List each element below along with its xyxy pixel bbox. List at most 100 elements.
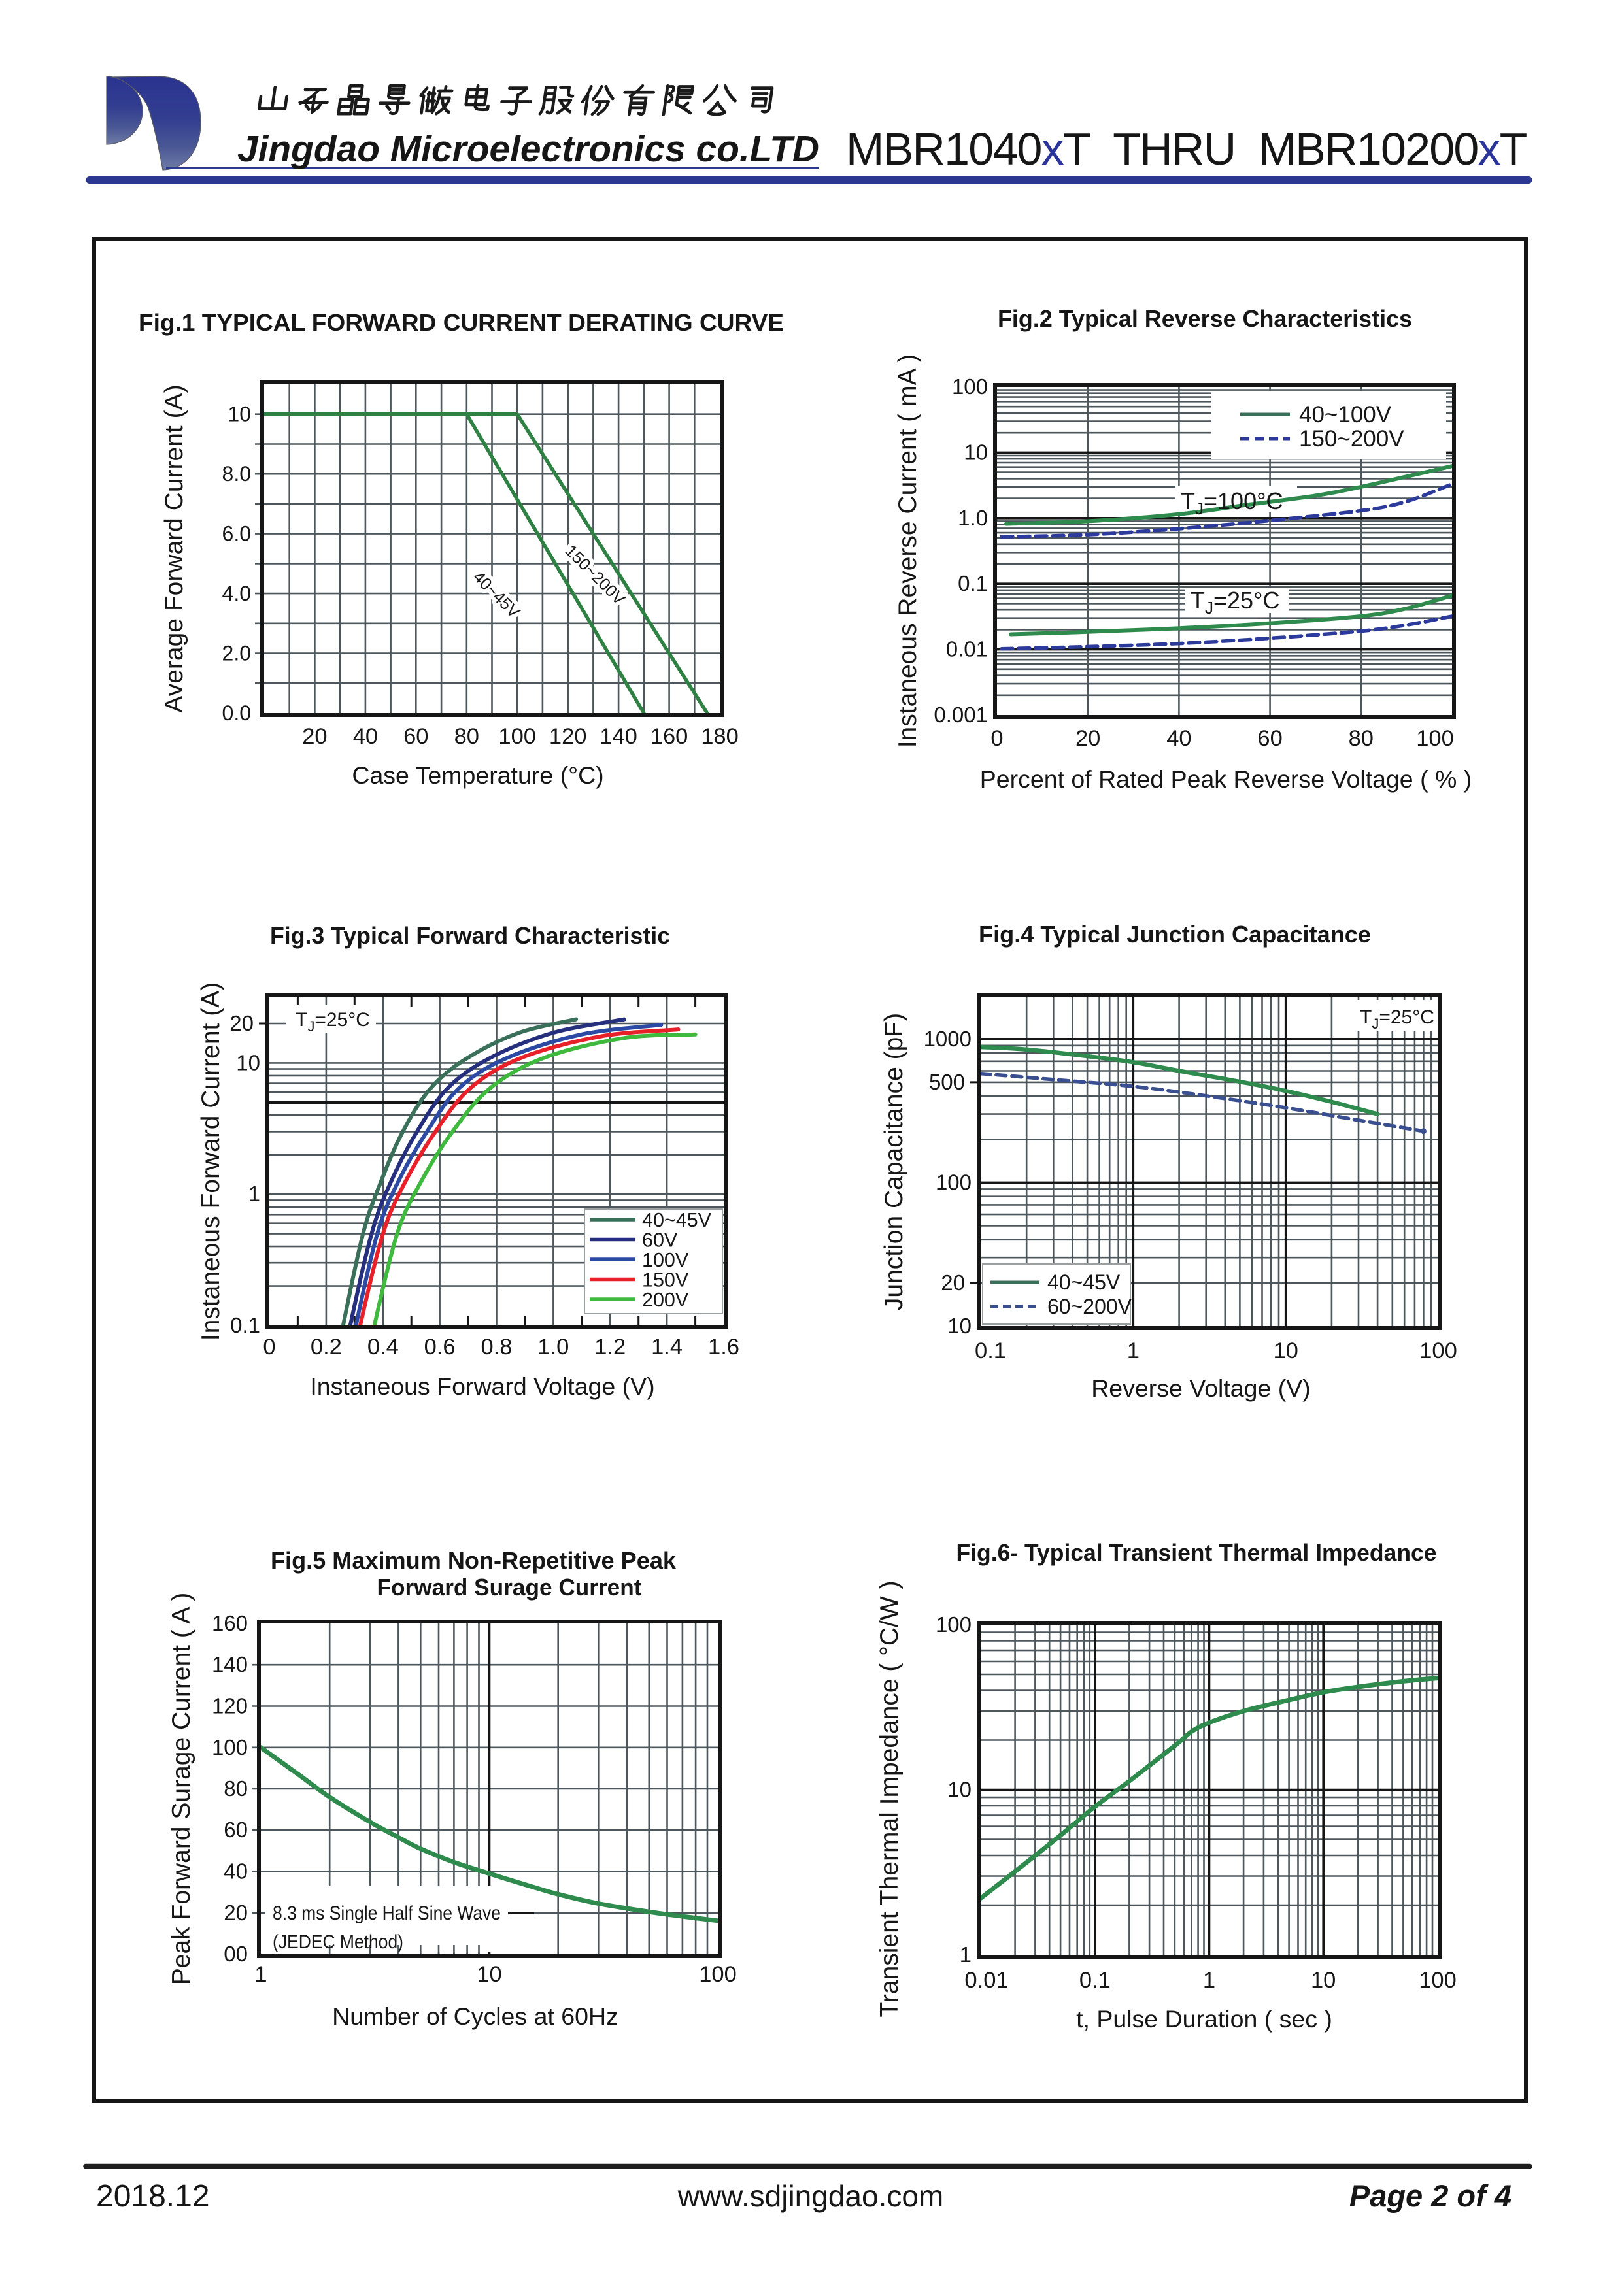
svg-text:100: 100	[212, 1735, 248, 1759]
svg-text:0.1: 0.1	[975, 1339, 1006, 1363]
svg-text:120: 120	[212, 1694, 248, 1718]
svg-text:Fig.4 Typical Junction Capaci: Fig.4 Typical Junction Capacitance	[979, 921, 1371, 948]
svg-text:100: 100	[699, 1962, 737, 1987]
svg-text:0.8: 0.8	[481, 1335, 513, 1359]
svg-text:Case Temperature (°C): Case Temperature (°C)	[352, 761, 603, 789]
svg-text:Fig.6- Typical Transient Therm: Fig.6- Typical Transient Thermal Impedan…	[956, 1539, 1437, 1566]
svg-text:Peak Forward Surage Current (: Peak Forward Surage Current ( A )	[167, 1593, 195, 1985]
svg-text:00: 00	[224, 1942, 248, 1966]
svg-text:1.2: 1.2	[594, 1335, 626, 1359]
svg-text:40: 40	[1166, 726, 1191, 751]
svg-text:1000: 1000	[924, 1027, 972, 1051]
svg-text:0.1: 0.1	[958, 571, 988, 595]
svg-text:0.1: 0.1	[1079, 1968, 1111, 1993]
svg-text:Instaneous Forward Voltage (V): Instaneous Forward Voltage (V)	[310, 1373, 654, 1400]
svg-text:40~45V: 40~45V	[642, 1209, 712, 1231]
svg-text:10: 10	[947, 1778, 972, 1802]
svg-text:Number of Cycles at 60Hz: Number of Cycles at 60Hz	[332, 2003, 618, 2030]
svg-text:Reverse Voltage (V): Reverse Voltage (V)	[1091, 1374, 1311, 1402]
svg-text:1.0: 1.0	[958, 506, 988, 530]
svg-text:Fig.2 Typical Reverse Charact: Fig.2 Typical Reverse Characteristics	[998, 305, 1412, 332]
svg-text:60: 60	[403, 724, 428, 749]
svg-text:1: 1	[1127, 1339, 1140, 1363]
svg-text:Average Forward Current (A): Average Forward Current (A)	[160, 384, 188, 712]
svg-text:60V: 60V	[642, 1229, 678, 1252]
svg-text:100V: 100V	[642, 1249, 689, 1271]
svg-text:Forward Surage Current: Forward Surage Current	[377, 1574, 642, 1601]
svg-text:10: 10	[947, 1314, 972, 1338]
svg-text:Fig.3 Typical Forward Charact: Fig.3 Typical Forward Characteristic	[270, 922, 670, 949]
svg-text:1: 1	[248, 1182, 260, 1206]
svg-text:60~200V: 60~200V	[1047, 1295, 1132, 1318]
svg-text:Fig.5 Maximum Non-Repetitive: Fig.5 Maximum Non-Repetitive Peak	[271, 1547, 677, 1574]
svg-text:2.0: 2.0	[222, 642, 251, 665]
svg-text:10: 10	[228, 403, 251, 426]
svg-text:0.6: 0.6	[424, 1335, 456, 1359]
svg-text:180: 180	[701, 724, 739, 749]
svg-text:0.01: 0.01	[946, 637, 988, 661]
svg-text:40~100V: 40~100V	[1299, 402, 1392, 427]
svg-text:0: 0	[263, 1335, 275, 1359]
svg-text:140: 140	[600, 724, 637, 749]
svg-text:150V: 150V	[642, 1269, 689, 1291]
svg-text:8.0: 8.0	[222, 462, 251, 486]
svg-text:Percent of Rated Peak Reverse: Percent of Rated Peak Reverse Voltage ( …	[980, 765, 1472, 793]
svg-text:20: 20	[302, 724, 327, 749]
svg-text:1.0: 1.0	[537, 1335, 569, 1359]
svg-text:40: 40	[353, 724, 378, 749]
svg-text:0.4: 0.4	[367, 1335, 399, 1359]
svg-text:8.3 ms Single Half Sine Wave: 8.3 ms Single Half Sine Wave	[273, 1903, 501, 1924]
svg-text:0.0: 0.0	[222, 701, 251, 725]
svg-text:Page 2 of 4: Page 2 of 4	[1349, 2178, 1512, 2213]
svg-text:1: 1	[254, 1962, 267, 1987]
svg-text:100: 100	[936, 1170, 972, 1194]
svg-text:6.0: 6.0	[222, 522, 251, 546]
svg-text:100: 100	[952, 374, 988, 399]
svg-text:0.2: 0.2	[311, 1335, 342, 1359]
svg-text:60: 60	[1257, 726, 1282, 751]
svg-text:160: 160	[212, 1611, 248, 1635]
svg-text:MBR1040xT THRU MBR10200xT: MBR1040xT THRU MBR10200xT	[846, 124, 1527, 175]
svg-text:0.01: 0.01	[964, 1968, 1008, 1993]
svg-text:2018.12: 2018.12	[96, 2179, 210, 2214]
svg-text:www.sdjingdao.com: www.sdjingdao.com	[677, 2179, 944, 2213]
svg-text:TJ=100°C: TJ=100°C	[1181, 488, 1283, 518]
svg-text:200V: 200V	[642, 1289, 689, 1311]
svg-text:10: 10	[477, 1962, 501, 1987]
svg-text:20: 20	[229, 1011, 254, 1035]
svg-text:Instaneous Forward Current (A: Instaneous Forward Current (A)	[197, 982, 225, 1340]
svg-text:0.001: 0.001	[934, 703, 988, 727]
svg-text:1.4: 1.4	[651, 1335, 683, 1359]
svg-text:Fig.1 TYPICAL FORWARD CURRENT: Fig.1 TYPICAL FORWARD CURRENT DERATING C…	[139, 309, 784, 336]
svg-text:80: 80	[454, 724, 479, 749]
svg-text:1: 1	[1203, 1968, 1215, 1993]
svg-text:100: 100	[936, 1612, 972, 1637]
svg-text:100: 100	[1419, 1339, 1457, 1363]
svg-text:4.0: 4.0	[222, 582, 251, 605]
svg-text:10: 10	[1311, 1968, 1336, 1993]
svg-text:60: 60	[224, 1818, 248, 1842]
svg-text:100: 100	[1419, 1968, 1457, 1993]
svg-text:1.6: 1.6	[708, 1335, 739, 1359]
svg-text:500: 500	[929, 1070, 965, 1094]
svg-text:150~200V: 150~200V	[1299, 426, 1404, 452]
svg-text:100: 100	[498, 724, 536, 749]
svg-text:10: 10	[1274, 1339, 1298, 1363]
svg-text:100: 100	[1416, 726, 1454, 751]
svg-text:1: 1	[960, 1942, 972, 1967]
svg-text:10: 10	[236, 1050, 260, 1074]
svg-text:20: 20	[224, 1901, 248, 1925]
svg-text:t, Pulse Duration ( sec ): t, Pulse Duration ( sec )	[1076, 2005, 1332, 2033]
svg-text:Junction Capacitance (pF): Junction Capacitance (pF)	[880, 1013, 908, 1310]
svg-text:20: 20	[941, 1271, 965, 1295]
svg-text:120: 120	[549, 724, 587, 749]
svg-text:80: 80	[1349, 726, 1374, 751]
svg-text:0.1: 0.1	[230, 1313, 260, 1337]
svg-text:0: 0	[990, 726, 1003, 751]
svg-text:TJ=25°C: TJ=25°C	[296, 1009, 370, 1035]
svg-text:Transient Thermal Impedance (: Transient Thermal Impedance ( °C/W )	[875, 1581, 904, 2018]
svg-text:160: 160	[650, 724, 688, 749]
svg-text:Instaneous Reverse Current ( m: Instaneous Reverse Current ( mA )	[894, 354, 922, 748]
svg-text:40: 40	[224, 1859, 248, 1884]
svg-text:10: 10	[964, 440, 988, 464]
